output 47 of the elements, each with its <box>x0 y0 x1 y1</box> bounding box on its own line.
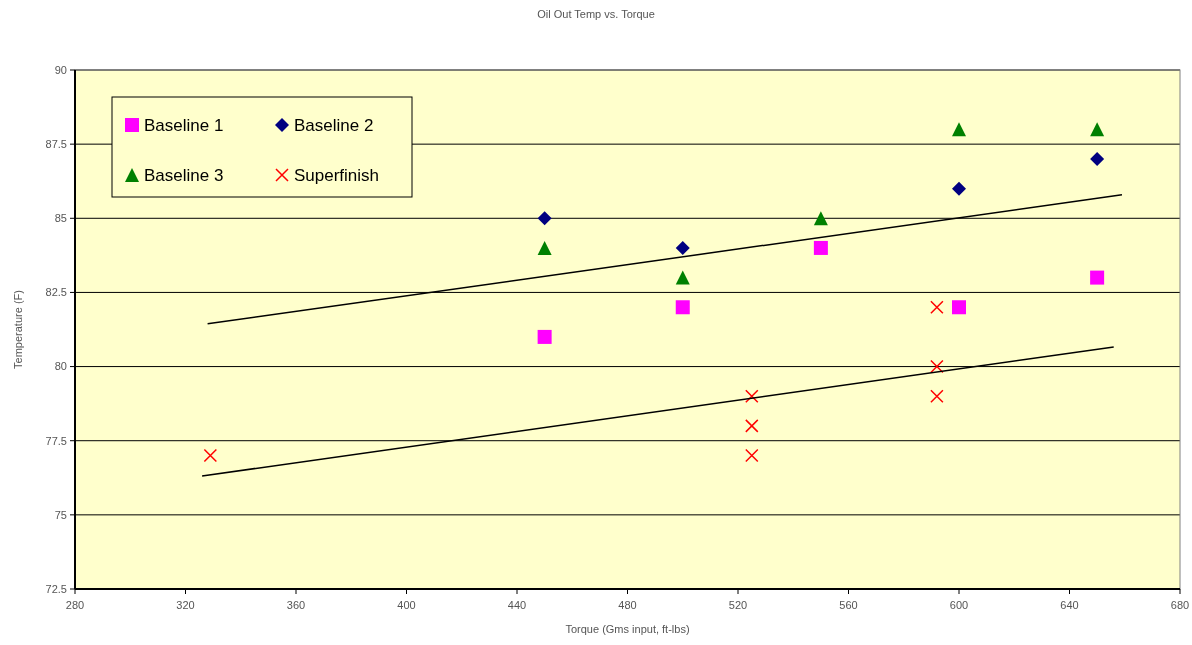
point <box>930 389 944 403</box>
y-tick-label: 82.5 <box>45 286 67 299</box>
x-tick-label: 440 <box>507 599 527 611</box>
point <box>813 211 828 226</box>
x-axis-title: Torque (Gms input, ft-lbs) <box>565 623 690 635</box>
x-tick-label: 680 <box>1170 599 1190 611</box>
legend-label: Baseline 3 <box>144 165 224 185</box>
x-tick-label: 320 <box>176 599 195 611</box>
point <box>745 419 759 433</box>
point <box>745 389 759 403</box>
point <box>952 300 966 315</box>
y-tick-label: 77.5 <box>45 434 67 447</box>
point <box>745 448 759 463</box>
point <box>203 448 218 463</box>
y-tick-label: 90 <box>54 63 67 76</box>
x-tick-label: 480 <box>618 599 637 611</box>
x-tick-label: 520 <box>728 599 748 611</box>
y-tick-label: 85 <box>54 212 67 225</box>
x-tick-label: 360 <box>286 599 306 611</box>
point <box>537 329 552 344</box>
y-tick-label: 75 <box>54 508 67 521</box>
point <box>1090 270 1105 285</box>
point <box>952 122 966 137</box>
point <box>952 181 966 196</box>
x-tick-label: 560 <box>839 599 858 611</box>
x-tick-label: 600 <box>949 599 969 611</box>
point <box>675 300 690 315</box>
legend-label: Superfinish <box>294 165 380 185</box>
x-tick-label: 280 <box>65 599 85 611</box>
point <box>675 270 690 285</box>
chart-title: Oil Out Temp vs. Torque <box>537 8 655 20</box>
point <box>930 359 944 374</box>
point <box>675 240 690 255</box>
point <box>1090 122 1105 137</box>
point <box>537 240 552 255</box>
x-tick-label: 640 <box>1060 599 1079 611</box>
y-axis-title: Temperature (F) <box>12 290 24 369</box>
y-tick-label: 80 <box>54 360 67 373</box>
x-tick-label: 400 <box>397 599 416 611</box>
point <box>537 211 552 226</box>
y-tick-label: 87.5 <box>45 137 67 150</box>
point <box>930 300 944 315</box>
y-tick-label: 72.5 <box>45 582 67 595</box>
legend-label: Baseline 2 <box>294 115 374 135</box>
point <box>1090 151 1105 166</box>
point <box>813 240 828 255</box>
legend-label: Baseline 1 <box>144 115 224 135</box>
